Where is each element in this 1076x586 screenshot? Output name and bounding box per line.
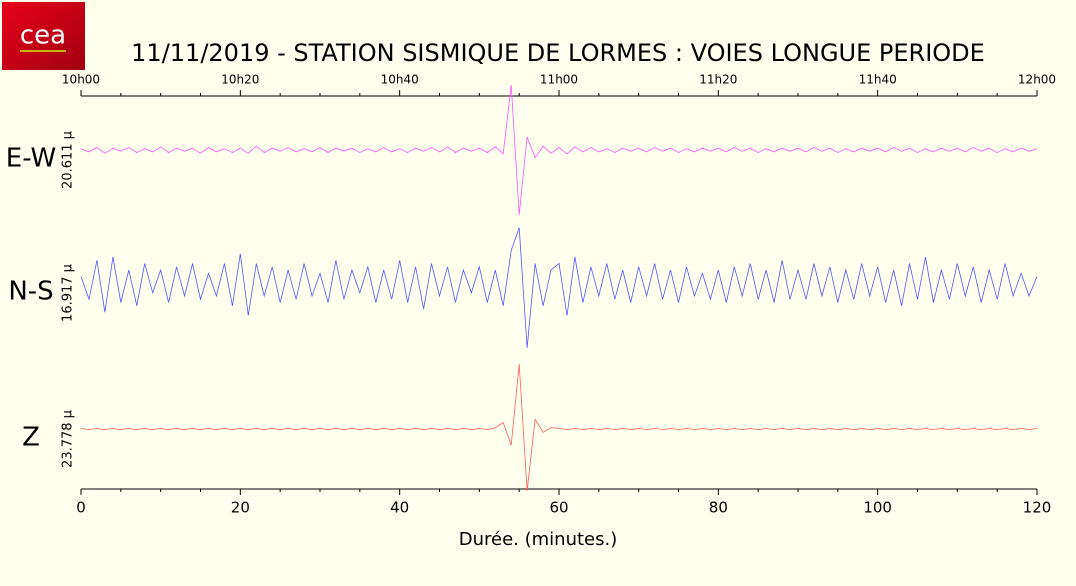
trace-scale: 16.917 µ — [61, 264, 76, 322]
chart-title: 11/11/2019 - STATION SISMIQUE DE LORMES … — [131, 39, 985, 67]
x-tick-label: 100 — [863, 499, 892, 517]
top-tick-label: 11h40 — [859, 73, 897, 87]
x-tick-label: 60 — [549, 499, 568, 517]
trace — [80, 84, 1038, 216]
trace — [80, 227, 1038, 349]
top-tick-label: 11h20 — [699, 73, 737, 87]
logo-box — [2, 2, 85, 70]
trace-name: Z — [22, 423, 40, 453]
x-tick-label: 40 — [390, 499, 409, 517]
top-tick-label: 12h00 — [1018, 73, 1056, 87]
top-tick-label: 11h00 — [540, 73, 578, 87]
x-tick-label: 80 — [709, 499, 728, 517]
trace-name: N-S — [8, 277, 53, 307]
logo-text: cea — [20, 21, 66, 51]
trace-name: E-W — [6, 144, 56, 174]
x-axis-label: Durée. (minutes.) — [459, 529, 618, 550]
top-tick-label: 10h00 — [62, 73, 100, 87]
x-tick-label: 120 — [1023, 499, 1052, 517]
trace-scale: 23.778 µ — [61, 410, 76, 468]
top-tick-label: 10h40 — [381, 73, 419, 87]
trace-scale: 20.611 µ — [61, 131, 76, 189]
x-tick-label: 20 — [231, 499, 250, 517]
top-tick-label: 10h20 — [221, 73, 259, 87]
trace — [80, 363, 1038, 491]
x-tick-label: 0 — [76, 499, 86, 517]
